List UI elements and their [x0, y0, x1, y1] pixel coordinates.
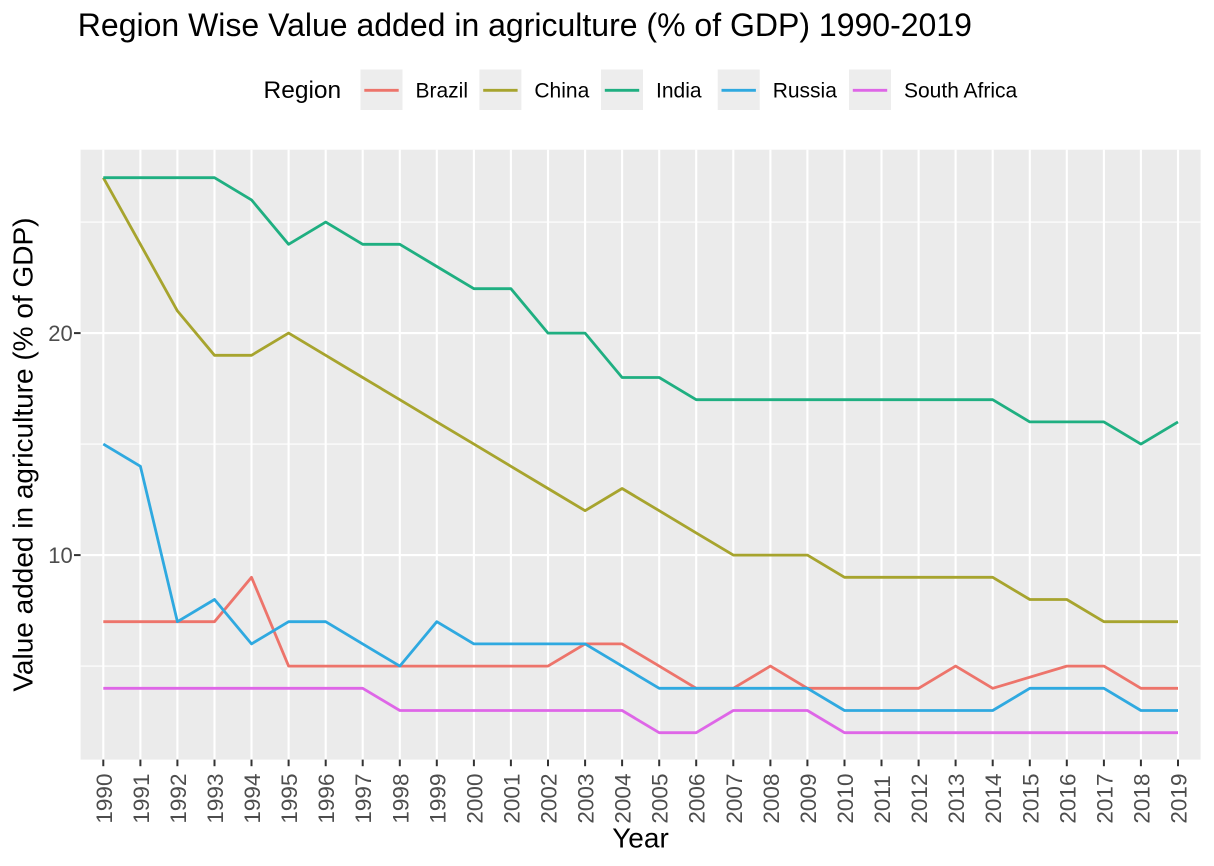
- svg-text:India: India: [656, 80, 702, 103]
- svg-text:2016: 2016: [1055, 774, 1080, 824]
- svg-text:Value added in agriculture (%: Value added in agriculture (% of GDP): [8, 218, 39, 692]
- svg-text:1993: 1993: [203, 774, 228, 824]
- svg-text:2014: 2014: [981, 774, 1006, 824]
- svg-text:1997: 1997: [351, 774, 376, 824]
- svg-text:2019: 2019: [1167, 774, 1192, 824]
- svg-text:10: 10: [48, 543, 72, 568]
- svg-text:1999: 1999: [425, 774, 450, 824]
- svg-text:Brazil: Brazil: [416, 80, 469, 103]
- svg-text:2000: 2000: [462, 774, 487, 824]
- svg-text:2015: 2015: [1018, 774, 1043, 824]
- svg-text:2013: 2013: [944, 774, 969, 824]
- svg-text:2007: 2007: [722, 774, 747, 824]
- svg-text:Region: Region: [264, 77, 342, 104]
- svg-text:Region Wise Value added in agr: Region Wise Value added in agriculture (…: [78, 7, 972, 43]
- svg-text:2005: 2005: [648, 774, 673, 824]
- svg-text:Year: Year: [612, 822, 669, 853]
- svg-text:2004: 2004: [611, 774, 636, 824]
- svg-text:2001: 2001: [499, 774, 524, 824]
- svg-text:1990: 1990: [92, 774, 117, 824]
- svg-text:China: China: [534, 80, 589, 103]
- svg-text:20: 20: [48, 321, 72, 346]
- svg-text:2012: 2012: [907, 774, 932, 824]
- svg-text:Russia: Russia: [773, 80, 838, 103]
- svg-text:1996: 1996: [314, 774, 339, 824]
- svg-text:1994: 1994: [240, 774, 265, 824]
- svg-text:2017: 2017: [1092, 774, 1117, 824]
- svg-text:2003: 2003: [574, 774, 599, 824]
- svg-text:2006: 2006: [685, 774, 710, 824]
- svg-text:1998: 1998: [388, 774, 413, 824]
- svg-text:2009: 2009: [796, 774, 821, 824]
- svg-text:2010: 2010: [833, 774, 858, 824]
- svg-text:1995: 1995: [277, 774, 302, 824]
- svg-text:1992: 1992: [166, 774, 191, 824]
- svg-text:2018: 2018: [1129, 774, 1154, 824]
- svg-text:South Africa: South Africa: [904, 80, 1018, 103]
- svg-text:2011: 2011: [870, 775, 895, 823]
- svg-text:2008: 2008: [759, 774, 784, 824]
- svg-text:1991: 1991: [129, 774, 154, 824]
- svg-text:2002: 2002: [537, 774, 562, 824]
